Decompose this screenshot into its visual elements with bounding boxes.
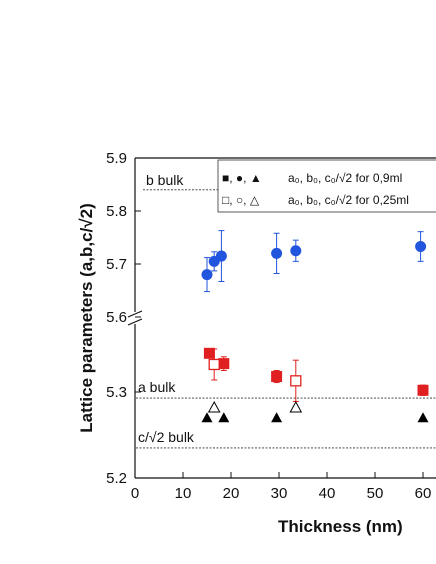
data-point	[271, 371, 283, 383]
reference-line-label: b bulk	[146, 172, 184, 188]
y-ticks-upper: 5.6 5.7 5.8 5.9	[106, 150, 141, 326]
legend-symbols-2: □, ○, △	[222, 193, 260, 207]
data-point	[201, 412, 213, 423]
data-point	[271, 412, 283, 423]
y-ticks-lower: 5.2 5.3	[106, 384, 141, 487]
series	[201, 412, 429, 423]
y-tick-label: 5.3	[106, 384, 127, 401]
x-tick-label: 30	[271, 485, 288, 502]
data-point	[207, 400, 221, 413]
data-point	[218, 412, 230, 423]
reference-lines: b bulk a bulk c/√2 bulk	[136, 172, 436, 449]
y-tick-label: 5.2	[106, 470, 127, 487]
data-point	[417, 384, 429, 396]
x-ticks: 0 10 20 30 40 50 60	[131, 472, 432, 502]
x-tick-label: 40	[319, 485, 336, 502]
x-axis-title: Thickness (nm)	[278, 517, 403, 536]
series	[203, 347, 429, 396]
data-point	[215, 250, 227, 262]
data-point	[218, 358, 230, 370]
series	[207, 400, 303, 413]
data-series	[201, 230, 429, 423]
series	[208, 348, 302, 402]
x-tick-label: 60	[415, 485, 432, 502]
reference-line-label: a bulk	[138, 379, 176, 395]
reference-line-label: c/√2 bulk	[138, 429, 195, 445]
legend-box	[217, 159, 436, 213]
axis-break-mark	[127, 310, 143, 326]
x-tick-label: 0	[131, 485, 139, 502]
legend-symbols-1: ■, ●, ▲	[222, 171, 262, 185]
data-point	[290, 245, 302, 257]
data-point	[201, 269, 213, 281]
x-tick-label: 50	[367, 485, 384, 502]
legend-text-1: a₀, b₀, c₀/√2 for 0,9ml	[288, 171, 402, 185]
series	[201, 230, 427, 293]
y-axis-title: Lattice parameters (a,b,c/√2)	[77, 203, 96, 432]
y-tick-label: 5.8	[106, 203, 127, 220]
data-point	[271, 247, 283, 259]
x-tick-label: 10	[175, 485, 192, 502]
data-point	[208, 358, 220, 371]
legend: ■, ●, ▲ a₀, b₀, c₀/√2 for 0,9ml □, ○, △ …	[217, 159, 436, 213]
y-tick-label: 5.6	[106, 309, 127, 326]
data-point	[415, 241, 427, 253]
data-point	[203, 347, 215, 359]
legend-text-2: a₀, b₀, c₀/√2 for 0,25ml	[288, 193, 409, 207]
data-point	[290, 375, 302, 387]
x-tick-label: 20	[223, 485, 240, 502]
data-point	[417, 412, 429, 423]
data-point	[289, 400, 303, 413]
y-tick-label: 5.7	[106, 256, 127, 273]
y-tick-label: 5.9	[106, 150, 127, 167]
